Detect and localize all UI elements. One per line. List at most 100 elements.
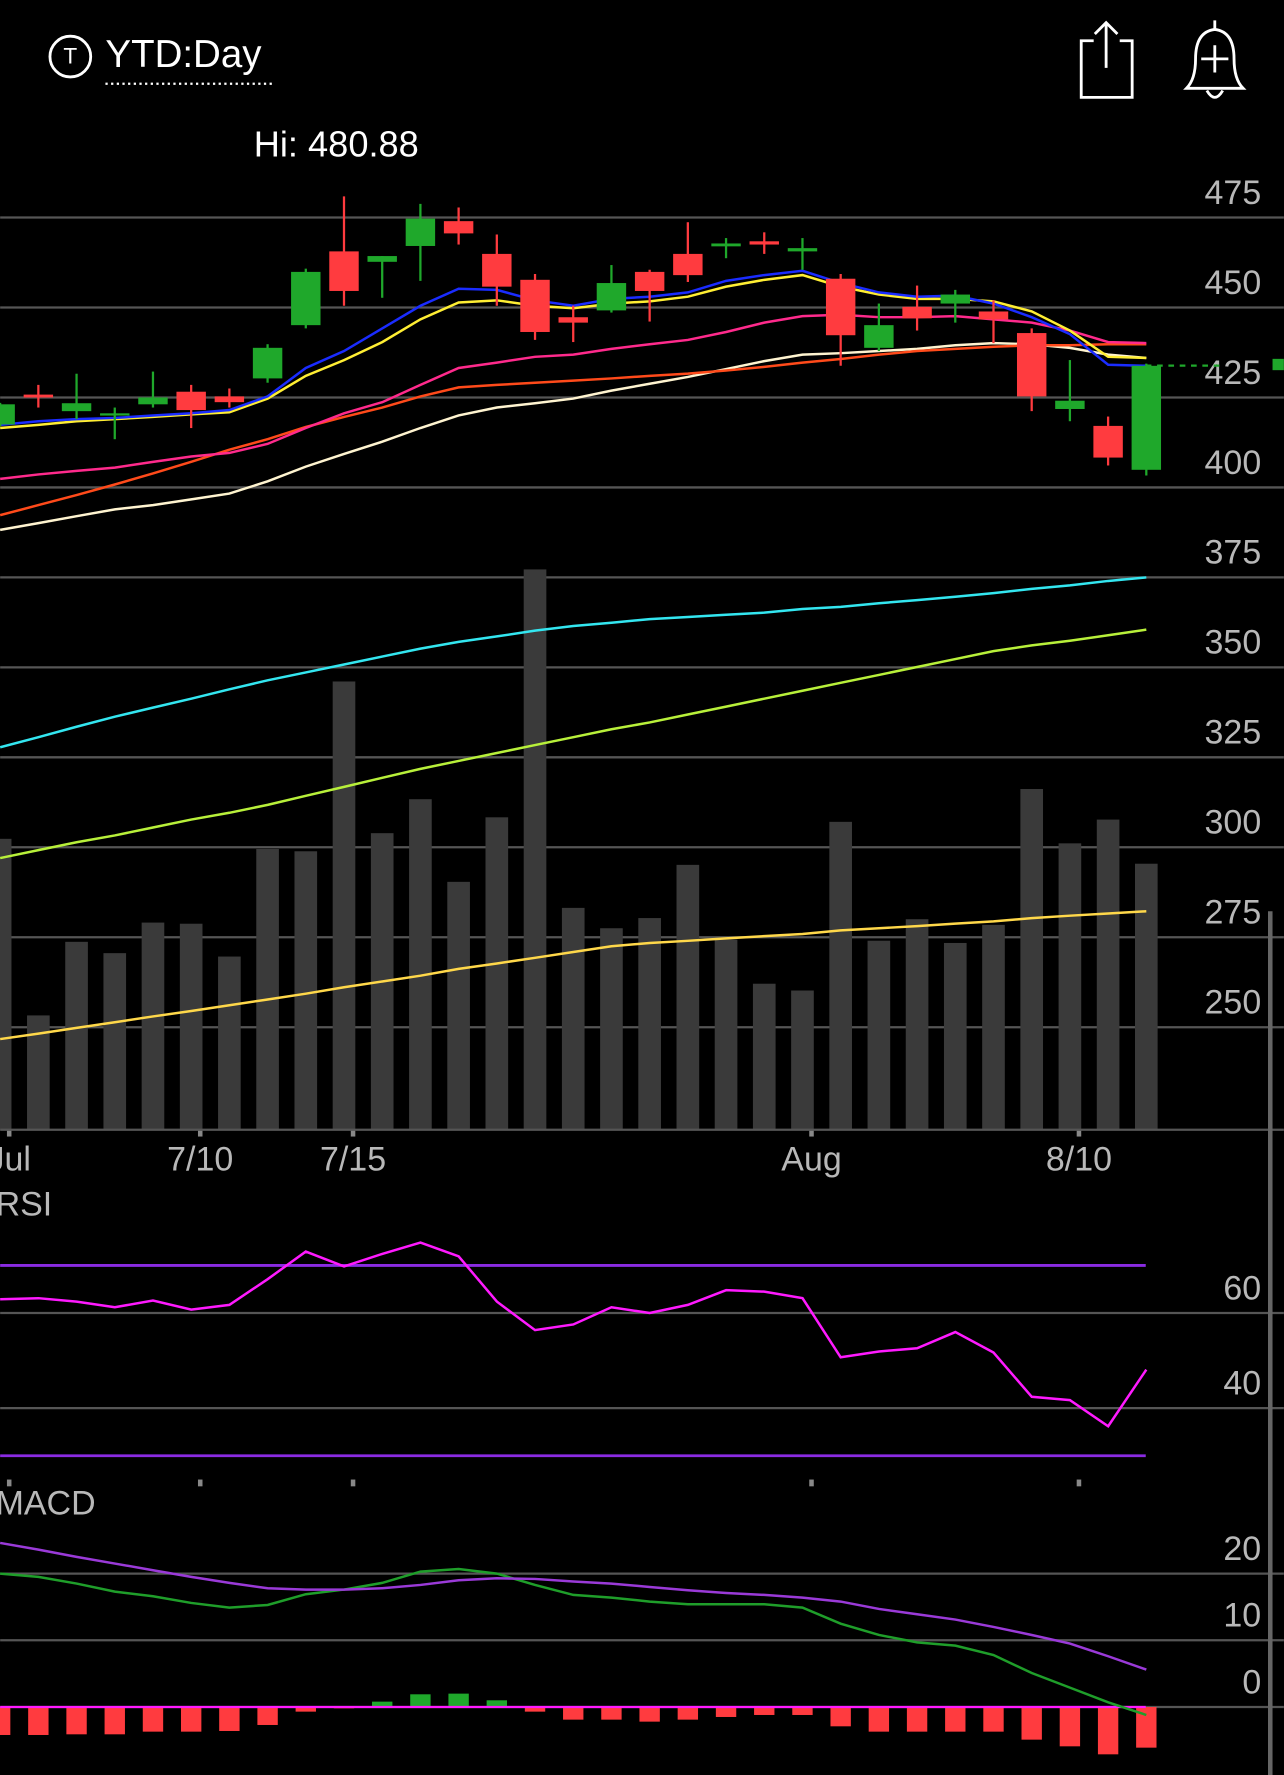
histogram-bar [868,1706,890,1732]
y-tick-label: 375 [1205,534,1262,572]
volume-bar [752,983,776,1130]
volume-bar [447,881,470,1130]
candle-body [61,403,92,412]
histogram-bar [448,1693,469,1707]
histogram-bar [524,1706,546,1712]
y-tick-label: 325 [1205,714,1262,752]
candle-body [291,271,321,326]
volume-bar [256,849,279,1130]
volume-layer [0,569,1158,1755]
histogram-bar [257,1706,278,1725]
indicator-line [0,341,1147,532]
volume-bar [982,924,1005,1130]
y-tick-label: 10 [1223,1597,1261,1635]
range-selector[interactable]: T YTD:Day [48,33,275,85]
candle-body [138,397,168,405]
indicator-line [0,628,1147,860]
candle-body [443,221,474,234]
histogram-bar [180,1706,202,1732]
y-tick-label: 350 [1205,624,1262,662]
y-tick-label: 475 [1205,174,1262,212]
volume-bar [867,940,891,1130]
range-title: YTD:Day [105,33,262,76]
candle-body [1055,400,1085,409]
candle-body [482,253,512,287]
volume-bar [791,990,814,1130]
y-tick-label: 20 [1223,1530,1261,1568]
histogram-bar [715,1706,737,1717]
indicator-line [0,910,1147,1041]
bell-plus [1201,45,1229,73]
x-tick-label: 7/15 [320,1140,386,1178]
volume-bar [905,919,929,1130]
histogram-bar [1021,1706,1042,1740]
badge-text: T [63,44,77,69]
x-tick-label: Jul [0,1140,31,1178]
candle-body [252,347,283,379]
y-tick-label: 425 [1205,354,1262,392]
histogram-bar [28,1706,49,1735]
line-layer [0,269,1148,1717]
histogram-bar [0,1706,11,1735]
candle-body [214,396,245,403]
volume-bar [638,918,661,1130]
volume-bar [332,681,356,1130]
x-tick-label: 7/10 [167,1140,233,1178]
histogram-bar [639,1706,660,1722]
volume-bar [561,907,585,1130]
histogram-bar [792,1706,813,1715]
y-tick-label: 275 [1205,894,1262,932]
y-tick-label: 400 [1205,444,1262,482]
volume-bar [1134,863,1158,1130]
volume-bar [485,817,509,1130]
volume-bar [294,851,318,1130]
volume-bar [65,941,88,1130]
candle-body [902,306,932,319]
candle-body [1016,333,1047,397]
volume-bar [409,799,432,1130]
candle-body [596,283,627,311]
candle-body [634,271,665,291]
panel-title: MACD [0,1485,96,1523]
histogram-bar [601,1706,622,1720]
candle-body [405,218,436,246]
histogram-bar [66,1706,87,1735]
volume-bar [676,864,700,1130]
y-tick-label: 0 [1242,1663,1261,1701]
histogram-bar [142,1706,164,1732]
histogram-bar [830,1706,851,1727]
candle-layer [0,196,1162,476]
candle-body [711,243,741,247]
candle-body [1131,365,1162,470]
volume-bar [600,928,623,1130]
volume-bar [943,942,967,1130]
volume-bar [714,939,738,1130]
volume-bar [1058,843,1082,1130]
volume-bar [103,953,127,1130]
histogram-bar [219,1706,240,1731]
bell-body [1183,28,1247,90]
histogram-bar [372,1701,393,1707]
volume-bar [1020,789,1044,1130]
histogram-bar [1136,1706,1157,1748]
alert-button[interactable] [1183,20,1247,99]
indicator-line [0,343,1147,517]
share-button[interactable] [1079,20,1134,99]
candle-body [978,311,1009,320]
histogram-bar [677,1706,699,1720]
y-tick-label: 250 [1205,984,1262,1022]
panel-title: RSI [0,1186,52,1224]
badge-circle [48,34,93,79]
share-box [1079,39,1134,99]
candle-body [100,413,130,416]
candle-body [749,241,779,245]
candle-body [825,278,856,336]
candle-body [329,251,359,291]
indicator-line [0,1567,1147,1717]
candle-body [520,279,550,332]
candle-body [940,294,971,304]
high-annotation: Hi: 480.88 [254,124,419,165]
